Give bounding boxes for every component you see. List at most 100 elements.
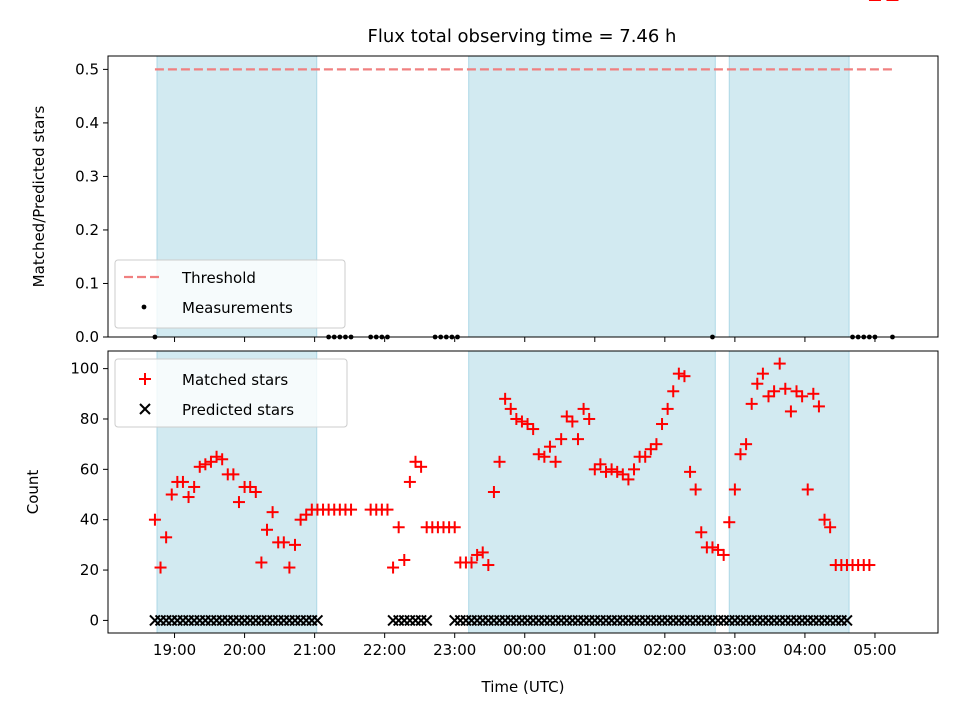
x-tick-label: 21:00 xyxy=(293,641,336,659)
y-tick-label: 0 xyxy=(89,611,99,629)
legend-predicted-label: Predicted stars xyxy=(182,401,294,419)
matched-star-point xyxy=(678,370,691,383)
matched-star-point xyxy=(818,513,831,526)
matched-star-point xyxy=(706,541,719,554)
matched-star-point xyxy=(210,450,223,463)
x-tick-label: 05:00 xyxy=(853,641,896,659)
matched-star-point xyxy=(188,480,201,493)
matched-star-point xyxy=(515,415,528,428)
matched-star-point xyxy=(283,561,296,574)
matched-star-point xyxy=(249,486,262,498)
matched-star-point xyxy=(244,480,257,493)
matched-star-point xyxy=(583,412,596,425)
matched-star-point xyxy=(863,559,876,572)
bottom-plot-marks xyxy=(148,0,899,627)
y-tick-label: 0.0 xyxy=(75,328,99,346)
matched-star-point xyxy=(549,455,562,468)
y-tick-label: 0.5 xyxy=(75,60,99,78)
bottom-y-axis-label: Count xyxy=(24,470,42,515)
matched-star-point xyxy=(756,367,769,380)
matched-star-point xyxy=(600,465,612,478)
x-tick-label: 00:00 xyxy=(503,641,546,659)
matched-star-point xyxy=(148,513,161,526)
bottom-y-axis-ticks: 0 20 40 60 80 100 xyxy=(70,360,108,629)
x-tick-label: 04:00 xyxy=(783,641,826,659)
matched-star-point xyxy=(723,516,736,529)
matched-star-point xyxy=(409,455,422,468)
matched-star-point xyxy=(796,390,809,403)
legend-matched-swatch xyxy=(139,373,151,385)
matched-star-point xyxy=(768,385,781,398)
matched-star-point xyxy=(784,405,797,418)
bottom-panel-frame xyxy=(107,350,939,634)
y-tick-label: 80 xyxy=(80,410,99,428)
matched-star-point xyxy=(193,460,206,473)
matched-star-point xyxy=(734,448,747,461)
matched-star-point xyxy=(644,443,657,456)
y-tick-label: 100 xyxy=(70,360,99,378)
matched-star-point xyxy=(616,468,629,481)
matched-star-point xyxy=(740,438,753,451)
predicted-star-point xyxy=(841,614,853,627)
shaded-interval xyxy=(728,55,850,338)
matched-star-point xyxy=(824,521,837,534)
x-tick-label: 03:00 xyxy=(713,641,756,659)
matched-star-point xyxy=(227,468,240,481)
matched-star-point xyxy=(779,382,792,395)
top-legend: Threshold Measurements xyxy=(114,259,346,329)
matched-star-point xyxy=(807,387,820,400)
legend-threshold-label: Threshold xyxy=(181,269,256,287)
matched-star-point xyxy=(277,536,290,549)
top-panel: 0.0 0.1 0.2 0.3 0.4 0.5 Matched/Predicted sta… xyxy=(30,55,939,346)
matched-star-point xyxy=(656,418,669,431)
x-tick-label: 22:00 xyxy=(363,641,406,659)
matched-star-point xyxy=(487,486,500,498)
matched-star-point xyxy=(555,433,568,446)
matched-star-point xyxy=(650,438,663,451)
y-tick-label: 0.2 xyxy=(75,221,99,239)
x-tick-label: 01:00 xyxy=(573,641,616,659)
matched-star-point xyxy=(204,455,217,468)
top-y-axis-ticks: 0.0 0.1 0.2 0.3 0.4 0.5 xyxy=(75,60,108,346)
legend-frame xyxy=(114,358,348,428)
legend-predicted-swatch xyxy=(139,403,151,415)
matched-star-point xyxy=(255,556,268,569)
matched-star-point xyxy=(403,475,416,488)
matched-star-point xyxy=(717,548,730,561)
bottom-shaded-intervals xyxy=(156,350,850,634)
marker-stroke xyxy=(841,614,853,627)
matched-star-point xyxy=(571,433,584,446)
matched-star-point xyxy=(381,503,394,516)
shaded-interval xyxy=(468,55,716,338)
matched-star-point xyxy=(300,508,313,521)
matched-star-point xyxy=(345,503,358,516)
matched-star-point xyxy=(712,543,725,556)
matched-star-point xyxy=(672,367,685,380)
top-plot-marks xyxy=(152,68,895,340)
matched-star-point xyxy=(294,513,307,526)
y-tick-label: 20 xyxy=(80,561,99,579)
matched-star-point xyxy=(387,561,400,574)
matched-star-point xyxy=(577,402,590,415)
matched-star-point xyxy=(232,496,245,509)
matched-star-point xyxy=(605,463,618,476)
top-y-axis-label: Matched/Predicted stars xyxy=(30,106,48,288)
matched-star-point xyxy=(594,458,607,471)
bottom-legend: Matched stars Predicted stars xyxy=(114,358,348,428)
matched-star-point xyxy=(521,418,534,431)
matched-star-point xyxy=(199,458,212,471)
predicted-star-point xyxy=(311,614,324,627)
matched-star-point xyxy=(471,548,484,561)
matched-star-point xyxy=(510,412,523,425)
y-tick-label: 40 xyxy=(80,511,99,529)
matched-star-point xyxy=(751,377,764,390)
matched-star-point xyxy=(289,538,302,551)
matched-star-point xyxy=(493,455,506,468)
legend-measurements-swatch xyxy=(141,304,147,310)
matched-star-point xyxy=(588,463,601,476)
matched-star-point xyxy=(566,415,579,428)
x-tick-label: 19:00 xyxy=(153,641,196,659)
matched-star-point xyxy=(611,465,624,478)
matched-star-point xyxy=(684,465,697,478)
